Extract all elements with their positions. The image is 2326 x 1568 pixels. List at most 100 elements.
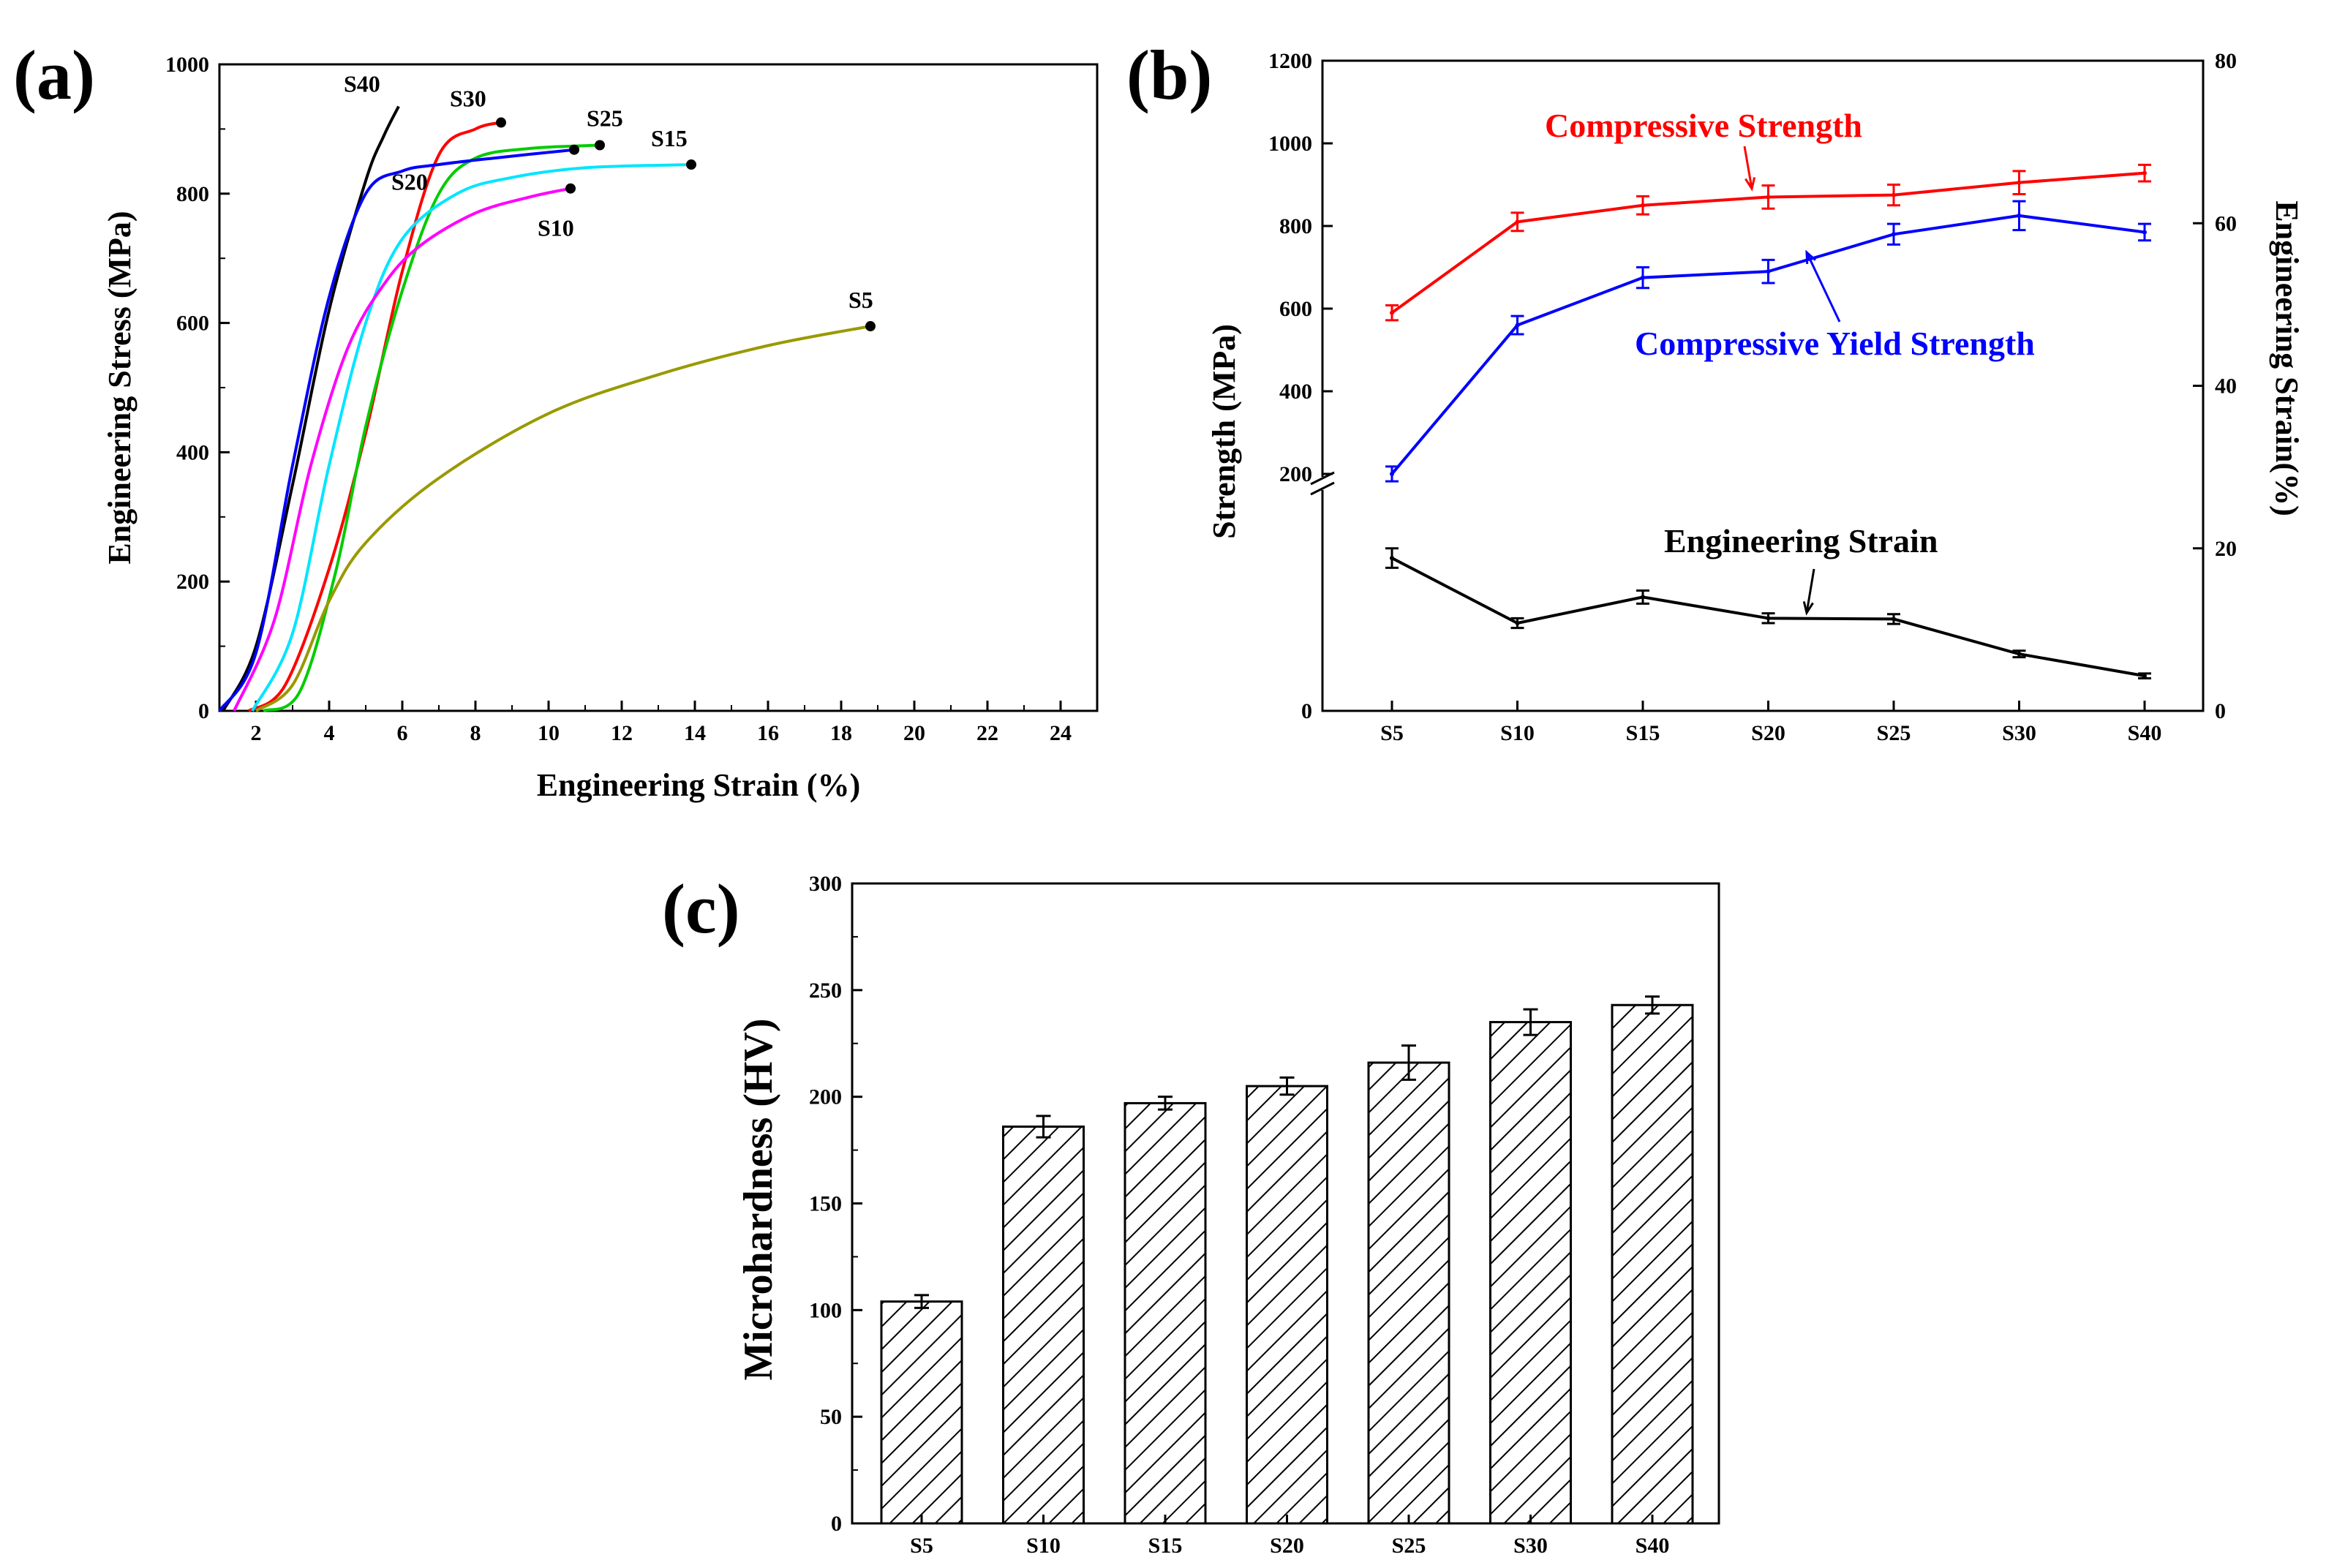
series-s15-curve [251, 163, 692, 712]
panel-a-x-tick-label: 16 [757, 721, 779, 745]
bar-s40 [1611, 1003, 1694, 1525]
series-s10-endpoint [565, 183, 576, 194]
panel-b-right-y-axis-label: Engineering Strain(%) [2269, 200, 2305, 516]
bar-s20 [1246, 1085, 1328, 1525]
panel-c-x-tick-label: S5 [910, 1534, 933, 1558]
panel-b-left-zero-label: 0 [1301, 699, 1312, 723]
data-point [1892, 192, 1896, 197]
panel-a-x-axis-label: Engineering Strain (%) [537, 767, 860, 803]
data-point [2017, 213, 2022, 218]
panel-c-plot-area: 0 50 100 150 200 250 300 S5 S10 S15 S20 S25 S30 S40 [809, 872, 1720, 1558]
compressive-yield-strength-arrow-head [1805, 249, 1816, 265]
panel-b-x-tick-label: S15 [1626, 721, 1660, 745]
series-s20-curve [218, 148, 575, 712]
panel-a-x-tick-label: 2 [251, 721, 262, 745]
panel-c-y-tick-label: 100 [809, 1298, 842, 1322]
panel-c-y-axis-label: Microhardness (HV) [736, 1018, 781, 1380]
series-s20-endpoint [569, 144, 579, 155]
panel-b-left-y-tick-label: 600 [1279, 297, 1312, 321]
panel-a-y-tick-label: 0 [198, 699, 209, 723]
panel-b-right-y-tick-label: 40 [2215, 374, 2237, 399]
panel-a-x-tick-label: 20 [903, 721, 925, 745]
compressive-strength-arrow-head [1744, 177, 1756, 192]
data-point [2142, 170, 2147, 176]
panel-c-label: (c) [662, 870, 740, 948]
bar-s25 [1367, 1061, 1450, 1525]
data-point [1641, 275, 1645, 280]
data-point [1390, 556, 1394, 561]
panel-c-y-tick-label: 150 [809, 1192, 842, 1216]
panel-b-left-y-tick-label: 400 [1279, 380, 1312, 404]
compressive-strength-arrow [1743, 146, 1753, 189]
panel-a-x-tick-label: 4 [324, 721, 335, 745]
data-point [2017, 180, 2022, 185]
panel-a-y-tick-label: 200 [176, 570, 209, 594]
panel-a-y-axis-label: Engineering Stress (MPa) [102, 211, 138, 564]
data-point [1641, 203, 1645, 208]
panel-a-x-tick-label: 18 [830, 721, 852, 745]
panel-b-left-y-tick-label: 1200 [1268, 49, 1312, 73]
panel-c-y-tick-label: 200 [809, 1085, 842, 1109]
panel-c-microhardness-chart: (c) 0 50 100 150 200 250 300 S5 S10 S15 S20 S25 S30 S… [662, 870, 1720, 1558]
series-s25-endpoint [595, 140, 605, 151]
series-s40-label: S40 [344, 70, 380, 97]
panel-c-x-tick-label: S10 [1026, 1534, 1061, 1558]
series-s30-label: S30 [450, 86, 486, 112]
data-point [2142, 230, 2147, 235]
data-point [1390, 472, 1394, 476]
panel-a-x-tick-label: 14 [684, 721, 706, 745]
panel-b-right-y-tick-label: 80 [2215, 49, 2237, 73]
series-s15-label: S15 [651, 125, 688, 151]
panel-c-x-tick-label: S15 [1148, 1534, 1183, 1558]
panel-c-y-tick-label: 0 [831, 1512, 842, 1536]
bar-s5 [880, 1300, 963, 1525]
panel-b-x-tick-label: S10 [1500, 721, 1535, 745]
panel-a-stress-strain-chart: (a) 2 4 6 8 10 12 14 16 18 20 22 240200400600800100… [13, 36, 1099, 803]
data-point [2017, 652, 2022, 657]
panel-c-y-tick-label: 50 [820, 1405, 842, 1429]
data-point [2142, 674, 2147, 679]
panel-a-x-tick-label: 10 [538, 721, 560, 745]
compressive-yield-strength-label: Compressive Yield Strength [1635, 325, 2035, 362]
series-s20-label: S20 [391, 169, 428, 195]
compressive-strength-label: Compressive Strength [1545, 107, 1862, 144]
panel-b-left-y-tick-label: 200 [1279, 462, 1312, 486]
panel-b-right-y-tick-label: 20 [2215, 537, 2237, 561]
data-point [1766, 195, 1771, 200]
series-s5-label: S5 [848, 287, 873, 313]
data-point [1390, 310, 1394, 315]
data-point [1515, 323, 1520, 328]
data-point [1515, 620, 1520, 625]
panel-b-right-y-tick-label: 60 [2215, 211, 2237, 235]
engineering-strain-arrow [1805, 568, 1815, 614]
bar-s10 [1002, 1126, 1085, 1525]
panel-a-y-tick-label: 400 [176, 440, 209, 464]
engineering-strain-arrow-head [1802, 601, 1814, 616]
panel-b-strength-chart: (b) 0 200 400 600 800 1000 1200 0 20 40 60 80 S5 S10 S… [1126, 36, 2305, 745]
panel-b-x-tick-label: S20 [1751, 721, 1785, 745]
panel-c-y-tick-label: 250 [809, 979, 842, 1003]
panel-a-frame [218, 63, 1099, 712]
data-point [1641, 595, 1645, 600]
series-s40-curve [222, 105, 400, 712]
panel-c-x-tick-label: S30 [1513, 1534, 1548, 1558]
data-point [1515, 219, 1520, 225]
panel-c-x-tick-label: S40 [1636, 1534, 1670, 1558]
panel-b-x-tick-label: S40 [2128, 721, 2162, 745]
panel-b-left-y-axis-label: Strength (MPa) [1206, 324, 1242, 539]
series-s10-curve [233, 186, 571, 712]
panel-b-axis-break-mark [1310, 481, 1335, 496]
panel-c-x-tick-label: S20 [1270, 1534, 1304, 1558]
panel-c-y-tick-label: 300 [809, 872, 842, 896]
panel-b-x-tick-label: S5 [1380, 721, 1404, 745]
series-s15-endpoint [686, 159, 696, 170]
data-point [1892, 617, 1896, 622]
panel-a-y-tick-label: 600 [176, 312, 209, 336]
series-s25-label: S25 [587, 105, 623, 132]
panel-b-x-tick-label: S25 [1877, 721, 1911, 745]
series-s5-endpoint [865, 321, 876, 332]
panel-a-label: (a) [13, 36, 95, 114]
series-s30-endpoint [496, 117, 506, 128]
bar-s15 [1124, 1101, 1207, 1525]
